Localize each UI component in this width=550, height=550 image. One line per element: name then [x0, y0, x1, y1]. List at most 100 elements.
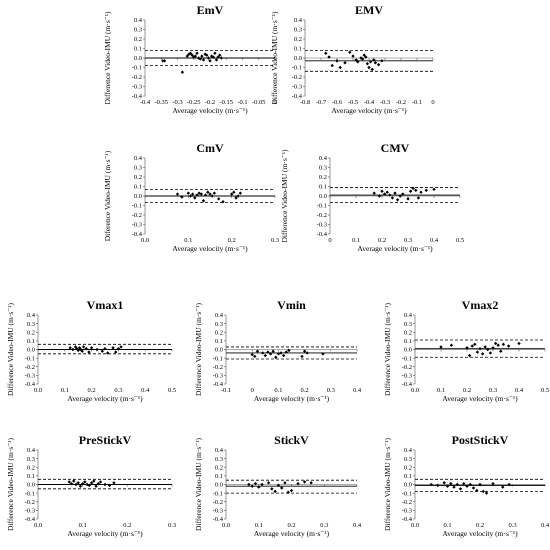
y-tick-label: 0.3: [294, 27, 302, 34]
x-axis-label: Average velocity (m·s⁻¹): [254, 394, 330, 403]
data-point: [330, 63, 334, 68]
data-point: [362, 53, 366, 57]
x-tick-label: 0.0: [34, 387, 42, 394]
bland-altman-plot-10: PostStickV-0.4-0.3-0.2-0.10.00.10.20.30.…: [383, 433, 550, 538]
y-axis-label: Difference Video-IMU (m·s⁻¹): [270, 11, 279, 104]
plot-title: EmV: [197, 3, 224, 17]
bland-altman-plot-3: CmV -0.4 -0.3 -0.2 -0.1 0.0 0.1 0.2 0.3 0.4 0.0 0.1…: [103, 141, 279, 253]
data-point: [354, 58, 358, 62]
x-axis-label: Average velocity (m·s⁻¹): [67, 394, 143, 403]
y-tick-label: 0.4: [404, 312, 413, 319]
y-tick-label: 0.2: [27, 329, 35, 336]
data-point: [279, 486, 284, 490]
y-tick-label: 0.1: [27, 338, 35, 345]
bland-altman-plot-6: Vmin-0.4-0.3-0.2-0.10.00.10.20.30.4-0.1 0…: [194, 298, 362, 403]
x-tick-label: 0.0: [222, 522, 230, 529]
x-tick-label: 0.2: [463, 387, 471, 394]
plot-title: PostStickV: [452, 433, 509, 447]
x-tick-label: -0.2: [396, 99, 406, 106]
data-point: [263, 353, 267, 358]
x-tick-label: 0.4: [541, 522, 550, 529]
x-tick-label: 0: [273, 99, 276, 106]
data-point: [211, 55, 215, 59]
y-tick-label: -0.3: [213, 508, 223, 515]
y-tick-label: 0.0: [134, 193, 142, 200]
x-axis-label: Average velocity (m·s⁻¹): [442, 529, 518, 538]
data-point: [260, 351, 265, 355]
x-tick-label: -0.4: [364, 99, 375, 106]
x-tick-label: 0.2: [88, 387, 96, 394]
x-tick-label: 0.3: [320, 522, 328, 529]
data-point: [187, 52, 191, 56]
data-point: [208, 192, 212, 196]
data-point: [89, 481, 94, 485]
data-point: [216, 55, 220, 59]
x-tick-label: -0.1: [412, 99, 422, 106]
data-point: [488, 351, 493, 355]
bland-altman-plot-4: CMV -0.4 -0.3 -0.2 -0.1 0.0 0.1 0.2 0.3 0.4 0 0.1 0.…: [280, 141, 464, 253]
y-tick-label: 0.4: [294, 17, 303, 24]
y-tick-label: 0.0: [294, 55, 302, 62]
data-point: [501, 485, 505, 489]
data-point: [281, 353, 286, 358]
data-point: [116, 346, 121, 351]
x-tick-label: -0.1: [221, 387, 231, 394]
data-point: [499, 349, 503, 353]
data-point: [119, 345, 123, 349]
data-point: [219, 56, 224, 60]
data-point: [201, 58, 206, 62]
y-tick-label: 0.0: [134, 55, 142, 62]
y-tick-label: 0.1: [404, 473, 412, 480]
data-point: [302, 480, 307, 484]
data-point: [368, 60, 373, 64]
y-tick-label: 0.2: [294, 36, 302, 43]
data-point: [103, 482, 107, 487]
y-tick-label: -0.4: [132, 231, 143, 238]
x-tick-label: 0.3: [271, 237, 279, 244]
data-point: [76, 348, 80, 353]
data-point: [414, 188, 418, 192]
data-point: [300, 354, 304, 359]
data-point: [255, 349, 260, 353]
data-point: [462, 481, 466, 486]
data-point: [416, 196, 421, 200]
x-axis-label: Average velocity (m·s⁻¹): [331, 106, 407, 115]
data-point: [388, 193, 392, 197]
y-tick-label: -0.4: [317, 231, 328, 238]
data-point: [439, 345, 443, 349]
data-point: [190, 192, 195, 196]
data-point: [203, 193, 208, 197]
data-point: [253, 481, 258, 486]
data-point: [188, 51, 193, 55]
data-point: [74, 482, 78, 487]
data-point: [380, 189, 384, 193]
y-tick-label: 0.0: [27, 482, 35, 489]
y-tick-label: -0.3: [402, 508, 412, 515]
data-point: [238, 191, 243, 195]
x-tick-label: 0.1: [437, 387, 445, 394]
x-tick-label: 0.3: [168, 522, 176, 529]
data-point: [398, 194, 402, 198]
y-tick-label: -0.1: [132, 65, 142, 72]
x-tick-label: 0.3: [114, 387, 122, 394]
y-tick-label: 0.0: [404, 482, 412, 489]
x-tick-label: 0.5: [456, 237, 464, 244]
data-point: [429, 482, 433, 487]
y-tick-label: 0.4: [404, 447, 413, 454]
data-point: [458, 487, 463, 491]
y-tick-label: 0.3: [134, 27, 142, 34]
x-tick-label: 0.4: [430, 237, 439, 244]
y-tick-label: -0.1: [132, 203, 142, 210]
data-point: [111, 346, 115, 350]
y-tick-label: 0.2: [215, 329, 223, 336]
y-tick-label: -0.1: [317, 203, 327, 210]
data-point: [72, 479, 76, 483]
data-point: [442, 481, 446, 485]
x-tick-label: -0.7: [316, 99, 327, 106]
data-point: [284, 350, 288, 354]
data-point: [475, 350, 480, 354]
y-axis-label: Difference Video-IMU (m·s⁻¹): [194, 438, 203, 531]
data-point: [491, 346, 495, 350]
data-point: [214, 58, 219, 62]
